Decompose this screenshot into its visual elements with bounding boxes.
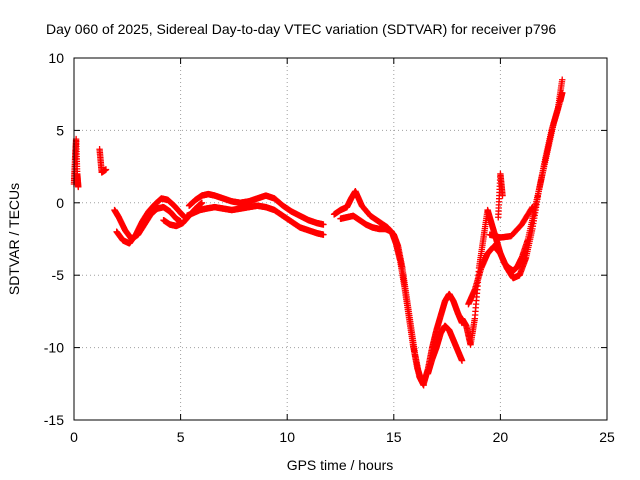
x-tick-label: 20 — [493, 429, 509, 445]
data-point — [75, 183, 82, 191]
series-s1 — [70, 135, 82, 191]
data-point — [528, 205, 535, 212]
series-s9 — [337, 212, 425, 385]
series-s7 — [183, 202, 327, 238]
chart-title: Day 060 of 2025, Sidereal Day-to-day VTE… — [46, 21, 556, 37]
data-point — [320, 221, 327, 228]
y-tick-label: 0 — [56, 195, 64, 211]
y-axis-label: SDTVAR / TECUs — [6, 183, 22, 295]
plot-frame — [73, 57, 608, 421]
x-axis-label: GPS time / hours — [287, 457, 394, 473]
data-point — [320, 231, 327, 238]
y-tick-label: 10 — [48, 50, 64, 66]
y-tick-label: 5 — [56, 122, 64, 138]
x-tick-label: 5 — [177, 429, 185, 445]
x-tick-label: 10 — [279, 429, 295, 445]
y-tick-label: -5 — [52, 267, 65, 283]
series-s4 — [113, 195, 189, 247]
data-point — [458, 357, 466, 364]
x-tick-label: 25 — [599, 429, 615, 445]
data-point — [102, 166, 110, 173]
series-s11 — [424, 322, 466, 377]
series-s2 — [96, 146, 110, 176]
data-point — [198, 199, 206, 206]
x-tick-label: 0 — [70, 429, 78, 445]
y-tick-label: -10 — [44, 340, 64, 356]
y-tick-label: -15 — [44, 412, 64, 428]
series-s15 — [486, 203, 536, 241]
series-s14 — [495, 170, 506, 221]
series-s6 — [185, 190, 327, 228]
data-points — [70, 76, 566, 389]
data-point — [559, 76, 566, 83]
x-tick-label: 15 — [386, 429, 402, 445]
data-point — [529, 203, 536, 211]
series-s13 — [465, 76, 566, 308]
data-point — [499, 192, 506, 199]
